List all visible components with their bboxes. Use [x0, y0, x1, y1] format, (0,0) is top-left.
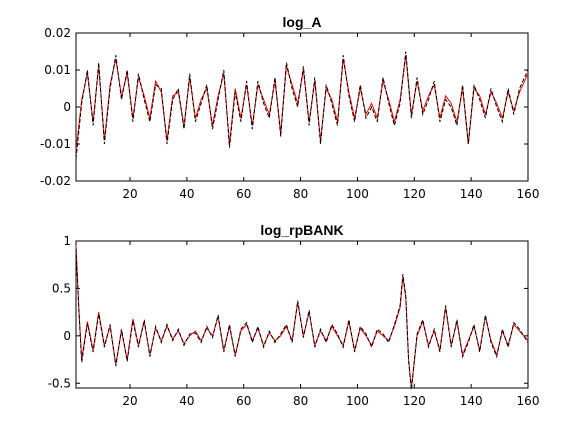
- x-tick-label: 140: [460, 394, 483, 408]
- x-tick-label: 20: [122, 187, 137, 201]
- series-group: [75, 51, 529, 159]
- x-tick-label: 80: [293, 187, 308, 201]
- y-tick-label: -0.5: [48, 376, 71, 390]
- x-tick-label: 120: [403, 394, 426, 408]
- series-group: [75, 245, 529, 390]
- y-tick-label: 0: [63, 100, 71, 114]
- x-tick-label: 20: [122, 394, 137, 408]
- subplot-log-a: log_A 20 40 60 80 100 120 140 160 -0.02 -0.01 0 0.0…: [40, 14, 540, 201]
- x-tick-label: 140: [460, 187, 483, 201]
- y-tick-label: 0.02: [44, 26, 71, 40]
- x-tick-label: 40: [179, 394, 194, 408]
- series-line-dashed: [75, 248, 529, 390]
- x-tick-label: 160: [517, 187, 540, 201]
- series-line-dashed: [75, 51, 529, 159]
- x-tick-label: 100: [346, 394, 369, 408]
- x-tick-label: 100: [346, 187, 369, 201]
- subplot-title: log_rpBANK: [260, 222, 343, 238]
- y-tick-label: 1: [63, 234, 71, 248]
- y-tick-label: 0.5: [52, 281, 71, 295]
- x-tick-label: 80: [293, 394, 308, 408]
- x-tick-label: 160: [517, 394, 540, 408]
- axes-frame: [75, 240, 529, 389]
- y-tick-label: 0: [63, 329, 71, 343]
- ticks-group: 20 40 60 80 100 120 140 160 -0.5 0 0.5 1: [48, 234, 540, 408]
- x-tick-label: 120: [403, 187, 426, 201]
- y-tick-label: 0.01: [44, 63, 71, 77]
- subplot-log-rpbank: log_rpBANK 20 40 60 80 100 120 140 160 -0.5 0 0.5 1: [48, 222, 540, 408]
- x-tick-label: 60: [236, 394, 251, 408]
- y-tick-label: -0.01: [40, 137, 71, 151]
- x-tick-label: 40: [179, 187, 194, 201]
- x-tick-label: 60: [236, 187, 251, 201]
- axes-frame: [75, 32, 529, 182]
- subplot-title: log_A: [283, 14, 322, 30]
- y-tick-label: -0.02: [40, 174, 71, 188]
- ticks-group: 20 40 60 80 100 120 140 160 -0.02 -0.01 0 0.01 0.02: [40, 26, 540, 201]
